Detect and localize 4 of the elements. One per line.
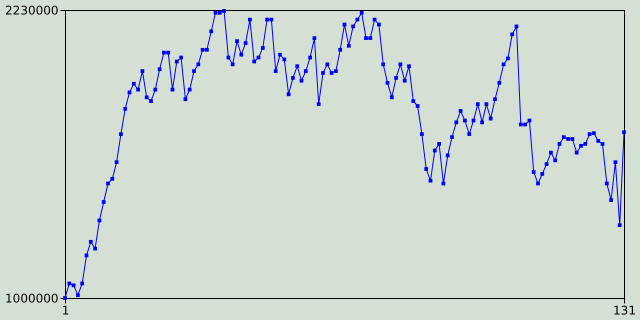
x-tick-label: 1	[62, 304, 70, 318]
x-tick-label: 131	[613, 304, 636, 318]
y-tick-label: 2230000	[5, 4, 58, 18]
y-tick-label: 1000000	[5, 292, 58, 306]
